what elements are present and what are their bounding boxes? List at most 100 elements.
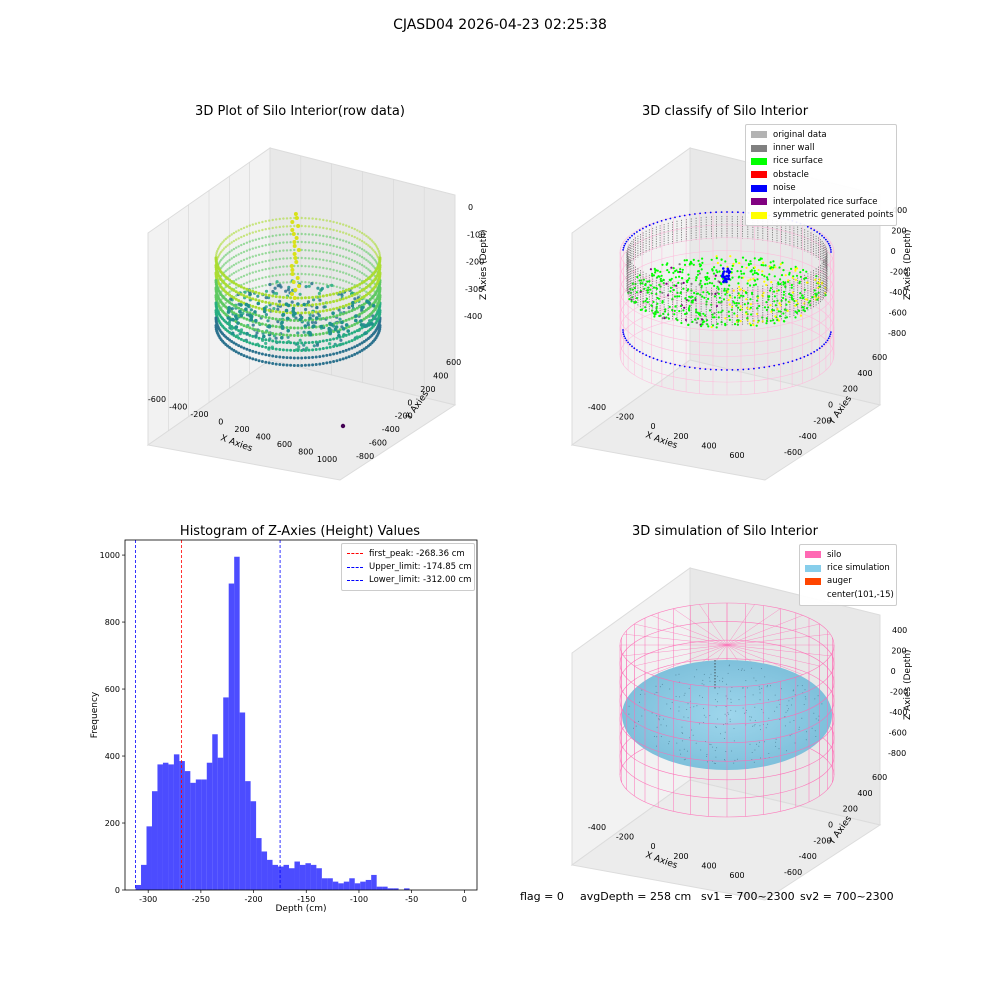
rice-mesh-node: [764, 676, 766, 678]
raw-point: [372, 257, 375, 260]
classified-point: [667, 313, 670, 316]
classified-point: [707, 297, 710, 300]
classified-point: [683, 306, 686, 309]
raw-point: [239, 313, 244, 318]
rice-mesh-node: [792, 690, 794, 692]
classified-point: [696, 273, 700, 276]
raw-point: [248, 314, 253, 318]
rice-mesh-node: [756, 743, 758, 745]
noise-point: [622, 331, 624, 333]
raw-point: [332, 252, 335, 256]
y-tick-label: 400: [857, 369, 872, 378]
legend-entry: first_peak: -268.36 cm: [347, 547, 469, 560]
raw-point: [358, 278, 361, 281]
noise-point: [633, 347, 636, 350]
raw-point: [228, 266, 231, 270]
raw-point: [344, 326, 348, 330]
classified-point: [704, 283, 707, 286]
noise-point: [813, 229, 816, 232]
rice-mesh-node: [793, 689, 795, 691]
rice-mesh-node: [775, 745, 777, 747]
raw-point: [253, 310, 257, 314]
raw-point: [347, 273, 351, 276]
classified-point: [682, 309, 685, 312]
classified-point: [777, 283, 780, 286]
noise-point: [727, 271, 731, 275]
histogram-bar: [310, 864, 317, 890]
noise-point: [726, 267, 730, 271]
raw-point: [281, 333, 285, 337]
raw-point: [362, 280, 366, 283]
classified-point: [646, 301, 649, 304]
histogram-bar: [162, 762, 169, 890]
noise-point: [818, 232, 821, 235]
classified-point: [777, 310, 780, 313]
raw-point: [314, 363, 318, 366]
histogram-bar: [212, 734, 218, 890]
plot4-legend: silo rice simulation auger center(101,-15): [799, 544, 897, 606]
raw-point: [289, 217, 292, 220]
raw-point: [221, 257, 224, 260]
legend-swatch: [751, 131, 767, 139]
silo-top-spoke: [651, 615, 728, 646]
raw-point: [328, 330, 332, 334]
raw-point: [344, 303, 348, 307]
raw-point: [257, 285, 261, 288]
raw-point: [370, 239, 374, 242]
raw-point: [274, 332, 278, 336]
raw-point: [257, 237, 261, 240]
classified-point: [728, 294, 731, 297]
noise-point: [722, 275, 726, 279]
classified-point: [774, 315, 777, 318]
raw-point: [296, 240, 300, 244]
raw-point: [304, 307, 308, 312]
raw-point: [257, 314, 261, 318]
classified-point: [711, 268, 714, 271]
raw-point: [300, 216, 303, 220]
plot4-zlabel: Z Axies (Depth): [903, 649, 913, 720]
classified-point: [782, 312, 785, 315]
classified-point: [783, 282, 786, 285]
z-tick-label: -400: [464, 312, 482, 321]
raw-point: [342, 279, 345, 282]
raw-point: [289, 233, 292, 236]
raw-point: [285, 356, 289, 360]
rice-mesh-node: [684, 758, 686, 760]
histogram-bar: [349, 878, 355, 890]
raw-point: [364, 316, 368, 319]
raw-point: [230, 249, 233, 252]
raw-point: [254, 278, 258, 281]
raw-point: [228, 258, 231, 262]
raw-point: [292, 364, 296, 367]
raw-point: [360, 333, 364, 337]
histogram-bar: [393, 888, 399, 890]
z-tick-label: -400: [889, 708, 907, 717]
classified-point: [646, 280, 649, 283]
rice-mesh-node: [794, 742, 796, 744]
rice-mesh-node: [702, 679, 704, 681]
noise-point: [773, 364, 776, 367]
raw-point: [372, 241, 375, 244]
raw-point: [261, 284, 264, 288]
raw-point: [264, 353, 268, 357]
classified-point: [690, 282, 693, 285]
noise-point: [656, 358, 659, 361]
noise-point: [694, 213, 696, 215]
raw-point: [232, 255, 236, 259]
raw-point: [260, 345, 264, 348]
raw-point: [360, 271, 364, 275]
raw-point: [338, 262, 342, 265]
classified-point: [718, 270, 721, 273]
raw-point: [315, 241, 318, 245]
classified-point: [665, 282, 668, 285]
raw-point: [321, 339, 325, 343]
raw-point: [274, 347, 278, 351]
raw-point: [248, 240, 251, 243]
rice-mesh-node: [738, 669, 739, 670]
y-tick-label: -400: [382, 425, 400, 434]
raw-point: [230, 295, 234, 298]
x-tick-label: 400: [256, 433, 271, 442]
noise-point: [656, 221, 659, 224]
raw-point: [286, 303, 291, 308]
noise-point: [726, 211, 728, 213]
